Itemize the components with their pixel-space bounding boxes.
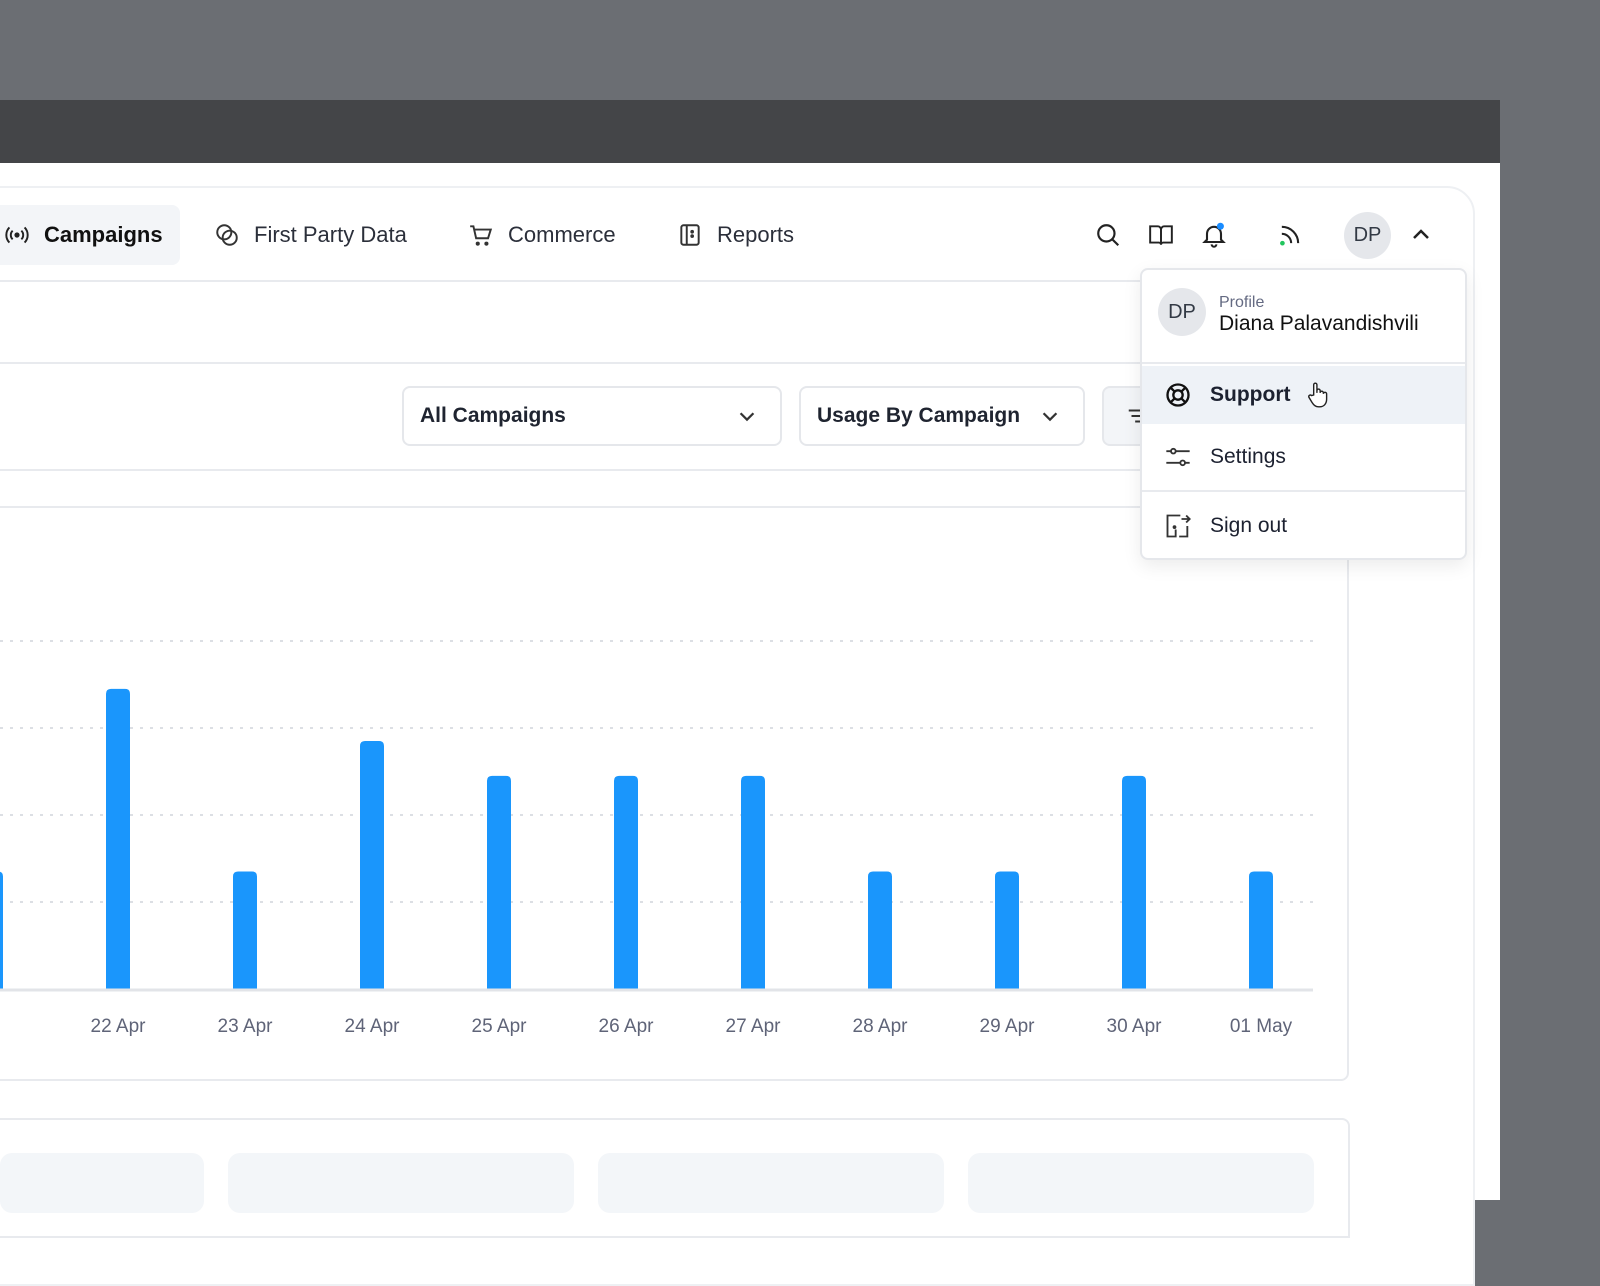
x-tick-label: 28 Apr (852, 1016, 908, 1037)
select-value: All Campaigns (420, 404, 566, 427)
rss-icon (1280, 225, 1300, 246)
nav-commerce[interactable]: Commerce (468, 205, 616, 265)
nav-label: Commerce (508, 222, 616, 247)
bar-28-apr[interactable] (868, 871, 892, 989)
avatar-initials: DP (1168, 300, 1196, 323)
summary-tile (228, 1153, 574, 1213)
x-tick-label: 24 Apr (344, 1016, 400, 1037)
sliders-icon (1166, 447, 1190, 467)
avatar-initials: DP (1353, 224, 1382, 246)
nav-label: Reports (717, 222, 795, 247)
broadcast-icon (5, 226, 29, 244)
menu-item-label: Sign out (1210, 514, 1288, 537)
search-icon (1097, 224, 1120, 247)
x-tick-label: 27 Apr (725, 1016, 781, 1037)
divider (0, 280, 1140, 282)
menu-item-sign-out[interactable]: Sign out (1142, 492, 1465, 558)
bar-27-apr[interactable] (741, 775, 765, 989)
x-tick-label: 25 Apr (471, 1016, 527, 1037)
bar-01-may[interactable] (1249, 871, 1273, 989)
campaign-select[interactable]: All Campaigns (402, 386, 782, 446)
search-button[interactable] (1093, 220, 1123, 250)
bar-22-apr[interactable] (106, 688, 130, 989)
collapse-menu-button[interactable] (1406, 220, 1436, 250)
nav-label: Campaigns (44, 222, 163, 247)
pointer-hand-cursor-icon (1308, 382, 1328, 408)
summary-tile (0, 1153, 204, 1213)
user-menu: DP Profile Diana Palavandishvili Support… (1140, 268, 1467, 560)
x-tick-label: 29 Apr (979, 1016, 1035, 1037)
bar-26-apr[interactable] (614, 775, 638, 989)
x-tick-label: 01 May (1229, 1016, 1293, 1037)
menu-item-label: Settings (1210, 445, 1286, 468)
summary-tile (598, 1153, 944, 1213)
chevron-up-icon (1413, 229, 1429, 239)
chevron-down-icon (739, 412, 755, 422)
bar-21-apr[interactable] (0, 871, 3, 989)
chevron-down-icon (1042, 412, 1058, 422)
user-name[interactable]: Diana Palavandishvili (1219, 312, 1419, 335)
x-tick-label: 26 Apr (598, 1016, 654, 1037)
bar-23-apr[interactable] (233, 871, 257, 989)
x-tick-label: 23 Apr (217, 1016, 273, 1037)
bar-30-apr[interactable] (1122, 775, 1146, 989)
chart-card (0, 506, 1349, 1081)
divider (0, 469, 1140, 471)
usage-bar-chart (0, 640, 1313, 992)
x-tick-label: 30 Apr (1106, 1016, 1162, 1037)
overlap-circles-icon (216, 224, 238, 246)
nav-campaigns[interactable]: Campaigns (0, 205, 180, 265)
divider (0, 362, 1140, 364)
nav-label: First Party Data (254, 222, 407, 247)
profile-label: Profile (1219, 294, 1265, 311)
cart-icon (470, 225, 493, 246)
notifications-button[interactable] (1199, 220, 1229, 250)
report-book-icon (680, 224, 700, 246)
divider (1142, 490, 1465, 492)
feed-button[interactable] (1275, 220, 1305, 250)
sign-out-icon (1166, 514, 1191, 538)
summary-tile (968, 1153, 1314, 1213)
docs-button[interactable] (1146, 220, 1176, 250)
menu-item-settings[interactable]: Settings (1142, 424, 1465, 490)
menu-avatar: DP (1158, 288, 1206, 336)
bar-24-apr[interactable] (360, 741, 384, 989)
x-tick-label: 22 Apr (90, 1016, 146, 1037)
menu-item-support[interactable]: Support (1142, 366, 1465, 424)
divider (1142, 362, 1465, 364)
lifebuoy-icon (1166, 383, 1190, 407)
nav-first-party-data[interactable]: First Party Data (214, 205, 407, 265)
bell-icon (1202, 222, 1226, 248)
select-value: Usage By Campaign (817, 404, 1021, 427)
user-avatar-button[interactable]: DP (1344, 212, 1391, 259)
bar-25-apr[interactable] (487, 775, 511, 989)
usage-select[interactable]: Usage By Campaign (799, 386, 1085, 446)
book-open-icon (1149, 225, 1173, 245)
window-titlebar (0, 100, 1500, 163)
menu-item-label: Support (1210, 383, 1291, 406)
bar-29-apr[interactable] (995, 871, 1019, 989)
nav-reports[interactable]: Reports (677, 205, 794, 265)
